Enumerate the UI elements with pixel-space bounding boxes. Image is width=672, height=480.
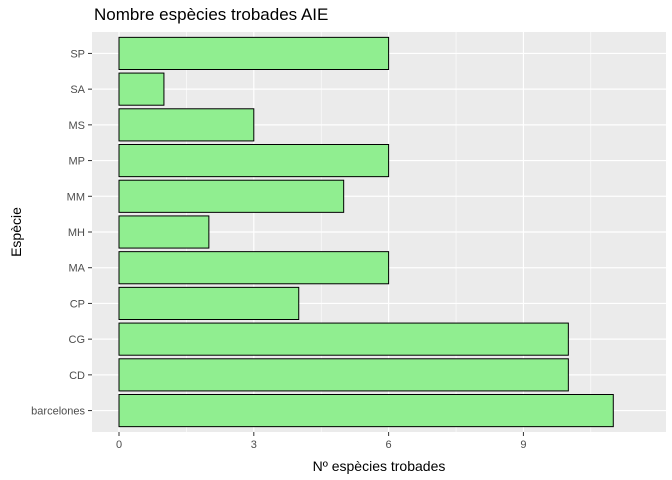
bar-barcelones: [118, 394, 614, 428]
bars: [118, 36, 614, 428]
bar-CG: [118, 322, 569, 356]
y-axis: barcelones CD CG CP MA MH MM MP MS SA SP: [31, 48, 92, 418]
y-tick-label: MP: [69, 156, 86, 168]
y-axis-title: Espècie: [8, 207, 24, 257]
x-tick-label: 6: [386, 439, 392, 451]
x-tick-label: 9: [520, 439, 526, 451]
bar-CD: [118, 358, 569, 392]
y-tick-label: CG: [69, 334, 86, 346]
x-tick-label: 0: [116, 439, 122, 451]
y-tick-label: MS: [69, 120, 86, 132]
y-tick-label: MA: [69, 263, 86, 275]
y-tick-label: SA: [70, 84, 85, 96]
bar-CP: [118, 286, 300, 321]
y-tick-label: MH: [68, 227, 85, 239]
chart-title: Nombre espècies trobades AIE: [94, 5, 329, 24]
bar-MS: [118, 108, 255, 142]
bar-MM: [118, 179, 345, 213]
y-tick-label: barcelones: [31, 406, 85, 418]
bar-MH: [118, 215, 210, 249]
y-tick-label: SP: [70, 48, 85, 60]
bar-MP: [118, 144, 390, 178]
y-tick-label: CP: [70, 298, 85, 310]
bar-SA: [118, 72, 165, 106]
y-tick-label: CD: [69, 370, 85, 382]
bar-SP: [118, 36, 390, 70]
x-tick-label: 3: [251, 439, 257, 451]
x-axis: 0 3 6 9: [116, 432, 526, 451]
bar-MA: [118, 251, 390, 285]
y-tick-label: MM: [67, 191, 85, 203]
x-axis-title: Nº espècies trobades: [313, 458, 446, 474]
